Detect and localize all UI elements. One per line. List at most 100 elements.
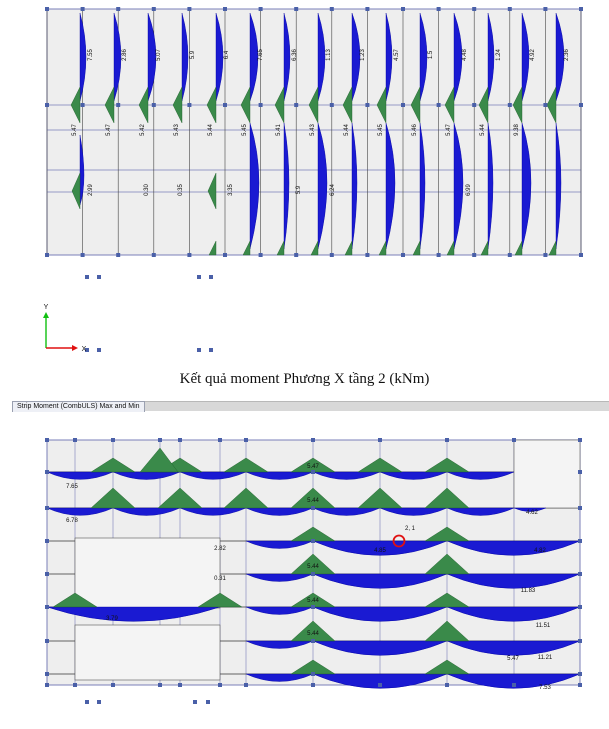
positive-moment-span xyxy=(446,573,581,589)
negative-moment-support xyxy=(104,86,115,124)
negative-moment-bottom xyxy=(548,240,557,256)
grid-node xyxy=(223,7,227,11)
grid-node xyxy=(45,506,49,510)
positive-moment-upper xyxy=(113,12,122,102)
window-tab[interactable]: Strip Moment (CombULS) Max and Min xyxy=(12,401,145,412)
negative-moment-peak xyxy=(157,487,203,509)
negative-moment-support xyxy=(546,86,557,124)
positive-moment-upper xyxy=(487,12,495,102)
moment-value-label: 3.79 xyxy=(106,616,118,622)
negative-moment-bottom xyxy=(412,240,421,256)
grid-node xyxy=(244,438,248,442)
negative-moment-support xyxy=(138,86,149,124)
grid-node xyxy=(579,7,583,11)
axis-x-arrow xyxy=(72,345,78,351)
negative-moment-peak xyxy=(424,592,470,608)
negative-moment-support xyxy=(274,86,285,124)
grid-node xyxy=(116,103,121,107)
positive-moment-upper xyxy=(283,12,291,102)
lower-moment-label: 3.35 xyxy=(228,184,234,196)
grid-node xyxy=(80,7,85,11)
positive-moment-span xyxy=(46,606,221,622)
negative-moment-support xyxy=(308,86,319,124)
grid-node xyxy=(401,103,405,107)
grid-marker xyxy=(85,348,89,352)
grid-node xyxy=(578,438,582,442)
grid-node xyxy=(436,103,441,107)
moment-value-label: 0.31 xyxy=(214,576,226,582)
moment-value-label: 11.21 xyxy=(538,655,553,661)
grid-node xyxy=(512,438,516,442)
moment-value-label: 5.44 xyxy=(307,631,319,637)
negative-moment-peak xyxy=(223,457,269,473)
support-moment-label: 5.43 xyxy=(310,124,316,136)
grid-node xyxy=(111,683,115,687)
positive-moment-upper xyxy=(317,12,326,102)
grid-node xyxy=(178,438,182,442)
grid-marker xyxy=(197,348,201,352)
negative-moment-peak xyxy=(424,487,470,509)
positive-moment-upper xyxy=(215,12,224,102)
upper-moment-label: 5.9 xyxy=(190,50,196,59)
grid-node xyxy=(578,683,582,687)
support-moment-label: 5.41 xyxy=(276,124,282,136)
moment-value-label: 5.44 xyxy=(307,598,319,604)
upper-moment-label: 4.48 xyxy=(462,49,468,61)
grid-node xyxy=(45,470,49,474)
moment-value-label: 7.53 xyxy=(539,685,551,691)
lower-moment-label: 0.30 xyxy=(144,184,150,196)
grid-node xyxy=(329,253,334,257)
negative-moment-bottom xyxy=(344,240,353,256)
grid-marker xyxy=(193,700,197,704)
support-moment-label: 5.44 xyxy=(480,124,486,136)
grid-marker xyxy=(97,348,101,352)
grid-node xyxy=(378,438,382,442)
grid-node xyxy=(80,253,85,257)
lower-moment-label: 2.99 xyxy=(88,184,94,196)
grid-node xyxy=(45,253,49,257)
grid-node xyxy=(311,572,315,576)
lower-moment-label: 6.24 xyxy=(330,184,336,196)
grid-node xyxy=(472,103,477,107)
grid-marker xyxy=(85,700,89,704)
grid-node xyxy=(578,605,582,609)
negative-moment-peak xyxy=(424,620,470,642)
positive-moment-lower xyxy=(283,122,290,250)
grid-node xyxy=(401,253,405,257)
positive-moment-lower xyxy=(317,122,328,250)
grid-node xyxy=(445,683,449,687)
upper-moment-label: 7.55 xyxy=(88,49,94,61)
grid-node xyxy=(311,438,315,442)
moment-value-label: 6.78 xyxy=(66,518,78,524)
negative-moment-bottom xyxy=(208,240,217,256)
positive-moment-lower xyxy=(249,122,260,250)
moment-value-label: 4.85 xyxy=(374,548,386,554)
positive-moment-upper xyxy=(453,12,463,102)
upper-moment-label: 2.36 xyxy=(564,49,570,61)
grid-node xyxy=(378,683,382,687)
support-moment-label: 5.45 xyxy=(242,124,248,136)
grid-node xyxy=(543,103,548,107)
figure-caption: Kết quả moment Phương X tầng 2 (kNm) xyxy=(179,371,430,387)
upper-moment-label: 6.36 xyxy=(292,49,298,61)
grid-node xyxy=(45,672,49,676)
positive-moment-span xyxy=(446,673,581,689)
upper-moment-label: 1.24 xyxy=(496,49,502,61)
grid-node xyxy=(45,103,49,107)
negative-moment-peak xyxy=(357,487,403,509)
grid-node xyxy=(579,103,583,107)
void-panel xyxy=(74,624,221,681)
positive-moment-upper xyxy=(521,12,530,102)
upper-moment-label: 2.86 xyxy=(122,49,128,61)
upper-moment-label: 4.57 xyxy=(394,49,400,61)
grid-node xyxy=(578,539,582,543)
grid-node xyxy=(244,683,248,687)
support-moment-label: 5.44 xyxy=(208,124,214,136)
moment-value-label: 5.47 xyxy=(307,464,319,470)
negative-moment-support xyxy=(376,86,387,124)
bottom-strip-moment-diagram: 7.65 6.78 2.82 4.85 4.82 0.31 11.83 3.79 11.51 11… xyxy=(45,438,582,704)
positive-moment-span xyxy=(312,640,448,656)
grid-node xyxy=(294,253,299,257)
axis-y-label: Y xyxy=(44,304,49,311)
moment-value-label: 4.62 xyxy=(526,510,538,516)
